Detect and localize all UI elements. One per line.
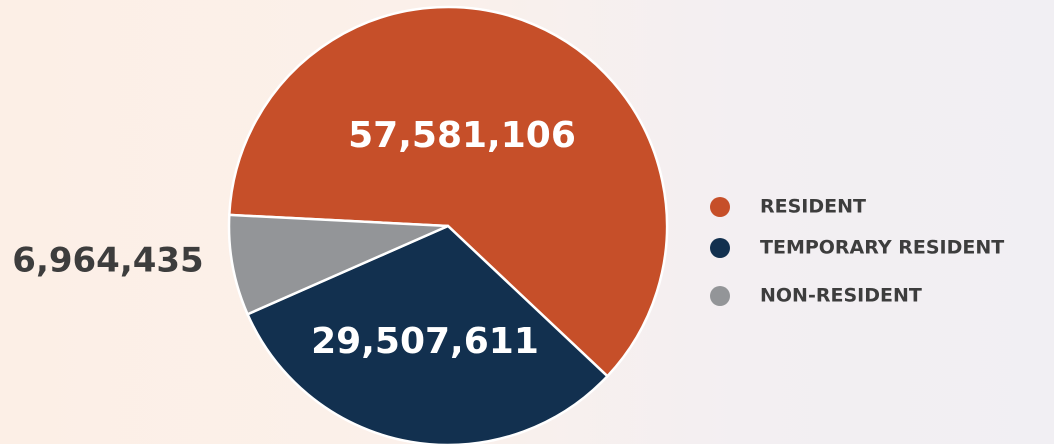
pie-slice bbox=[245, 224, 610, 444]
slice-label: 57,581,106 bbox=[348, 115, 576, 156]
legend-marker bbox=[710, 197, 730, 217]
legend-label: TEMPORARY RESIDENT bbox=[760, 237, 1004, 259]
pie-slice bbox=[227, 213, 449, 316]
legend-label: NON-RESIDENT bbox=[760, 285, 922, 307]
legend-marker bbox=[710, 238, 730, 258]
slice-label: 29,507,611 bbox=[311, 321, 539, 362]
legend-label: RESIDENT bbox=[760, 196, 866, 218]
slice-label: 6,964,435 bbox=[12, 241, 203, 281]
pie-slice bbox=[227, 5, 669, 378]
legend-marker bbox=[710, 286, 730, 306]
